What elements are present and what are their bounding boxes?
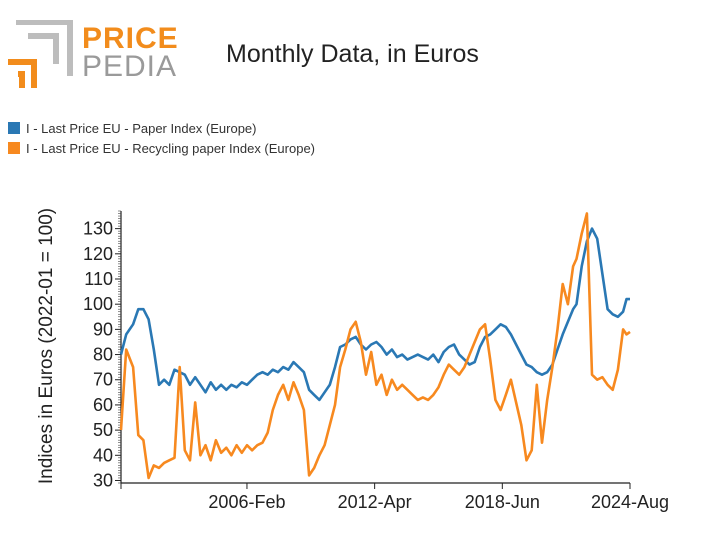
y-tick-label: 100 xyxy=(83,294,113,314)
x-tick-label: 2012-Apr xyxy=(338,492,412,512)
y-tick-label: 120 xyxy=(83,244,113,264)
y-tick-label: 40 xyxy=(93,445,113,465)
chart-axes: 30 40 50 60 70 80 90 100 110 120 130 2006-Feb 2012-A… xyxy=(83,210,669,512)
chart-lines xyxy=(119,212,631,480)
series-line-paper xyxy=(119,227,630,402)
x-tick-label: 2006-Feb xyxy=(208,492,285,512)
pricepedia-logo: PRICE PEDIA xyxy=(6,20,178,92)
legend-item-paper[interactable]: I - Last Price EU - Paper Index (Europe) xyxy=(8,118,315,138)
legend-swatch-recycling xyxy=(8,142,20,154)
legend-label-recycling: I - Last Price EU - Recycling paper Inde… xyxy=(26,140,316,156)
series-line-recycling xyxy=(119,212,631,480)
y-tick-label: 110 xyxy=(84,269,113,289)
logo-mark xyxy=(8,20,73,88)
y-axis-label: Indices in Euros (2022-01 = 100) xyxy=(36,208,57,484)
legend-swatch-paper xyxy=(8,122,20,134)
logo-text-price: PRICE xyxy=(82,22,179,55)
y-tick-label: 130 xyxy=(83,219,113,239)
chart-title: Monthly Data, in Euros xyxy=(226,40,479,68)
logo-text-pedia: PEDIA xyxy=(82,50,178,83)
y-tick-label: 80 xyxy=(93,345,113,365)
y-tick-label: 60 xyxy=(93,395,113,415)
y-tick-label: 30 xyxy=(93,470,113,490)
x-tick-label: 2024-Aug xyxy=(591,492,669,512)
legend-label-paper: I - Last Price EU - Paper Index (Europe) xyxy=(26,120,257,136)
y-tick-label: 70 xyxy=(93,370,113,390)
x-tick-label: 2018-Jun xyxy=(465,492,540,512)
legend: I - Last Price EU - Paper Index (Europe)… xyxy=(8,118,315,158)
y-tick-label: 90 xyxy=(93,319,113,339)
legend-item-recycling[interactable]: I - Last Price EU - Recycling paper Inde… xyxy=(8,138,315,158)
y-tick-label: 50 xyxy=(93,420,113,440)
